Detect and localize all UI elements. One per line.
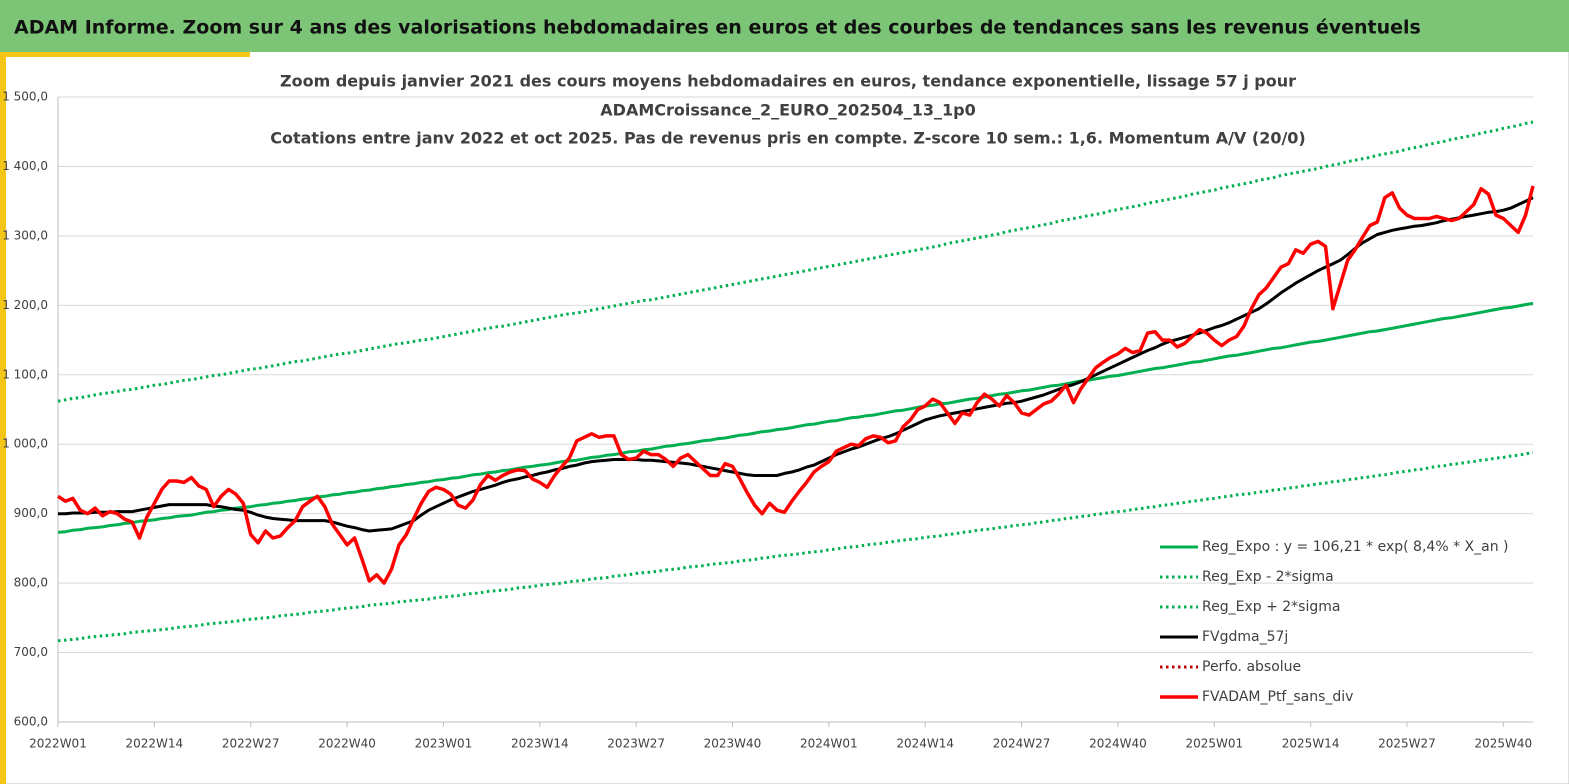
chart-title: Zoom depuis janvier 2021 des cours moyen… [280, 72, 1296, 91]
y-tick-label: 1 000,0 [2, 437, 48, 451]
header-bar [0, 0, 1569, 52]
y-tick-label: 1 300,0 [2, 228, 48, 242]
y-tick-label: 600,0 [14, 715, 48, 729]
x-tick-label: 2025W01 [1185, 737, 1243, 751]
series-line [57, 451, 1534, 643]
accent [0, 52, 6, 784]
y-tick-label: 700,0 [14, 645, 48, 659]
legend-label: FVADAM_Ptf_sans_div [1202, 689, 1353, 705]
x-tick-label: 2022W27 [222, 737, 280, 751]
x-tick-label: 2025W40 [1475, 737, 1533, 751]
x-tick-label: 2024W01 [800, 737, 858, 751]
x-tick-label: 2025W27 [1378, 737, 1436, 751]
x-tick-label: 2022W40 [318, 737, 376, 751]
y-tick-label: 1 500,0 [2, 90, 48, 104]
x-tick-label: 2023W27 [607, 737, 665, 751]
x-tick-label: 2023W01 [415, 737, 473, 751]
header-title: ADAM Informe. Zoom sur 4 ans des valoris… [14, 17, 1421, 39]
x-tick-label: 2023W40 [704, 737, 762, 751]
series-line [57, 185, 1535, 585]
y-tick-label: 900,0 [14, 506, 48, 520]
x-tick-label: 2022W14 [126, 737, 184, 751]
x-tick-label: 2024W27 [993, 737, 1051, 751]
legend-label: Reg_Expo : y = 106,21 * exp( 8,4% * X_an… [1202, 539, 1508, 555]
y-tick-label: 1 100,0 [2, 367, 48, 381]
series-line [57, 301, 1534, 534]
legend-label: Reg_Exp - 2*sigma [1202, 569, 1334, 585]
y-tick-label: 1 200,0 [2, 298, 48, 312]
chart-title: ADAMCroissance_2_EURO_202504_13_1p0 [600, 101, 975, 120]
y-tick-label: 1 400,0 [2, 159, 48, 173]
series-line [58, 196, 1534, 533]
legend-label: Perfo. absolue [1202, 659, 1301, 675]
x-tick-label: 2022W01 [29, 737, 87, 751]
legend-label: Reg_Exp + 2*sigma [1202, 599, 1340, 615]
y-tick-label: 800,0 [14, 576, 48, 590]
legend-label: FVgdma_57j [1202, 629, 1288, 645]
x-tick-label: 2025W14 [1282, 737, 1340, 751]
x-tick-label: 2023W14 [511, 737, 569, 751]
accent [0, 52, 250, 57]
x-tick-label: 2024W14 [896, 737, 954, 751]
x-tick-label: 2024W40 [1089, 737, 1147, 751]
chart-title: Cotations entre janv 2022 et oct 2025. P… [270, 129, 1306, 148]
